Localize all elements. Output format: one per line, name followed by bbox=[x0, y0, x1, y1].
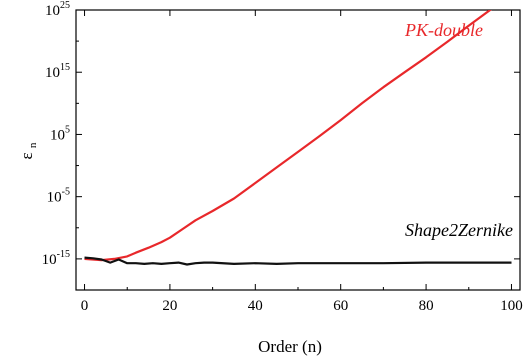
y-tick-label--15: 10-15 bbox=[42, 249, 70, 268]
plot-frame bbox=[75, 9, 521, 291]
y-tick-label-5: 105 bbox=[50, 124, 70, 143]
x-tick-label-60: 60 bbox=[333, 298, 348, 314]
y-tick-label-15: 1015 bbox=[45, 62, 70, 81]
x-tick-label-40: 40 bbox=[248, 298, 263, 314]
series-label-pk-double: PK-double bbox=[404, 20, 483, 40]
y-axis-label-subscript: n bbox=[27, 142, 39, 148]
x-tick-label-20: 20 bbox=[162, 298, 177, 314]
svg-text:ε n: ε n bbox=[17, 142, 39, 159]
x-axis-label: Order (n) bbox=[258, 337, 322, 356]
x-tick-label-0: 0 bbox=[81, 298, 89, 314]
series-line-pk-double bbox=[84, 10, 492, 262]
y-tick-label-25: 1025 bbox=[45, 0, 70, 19]
y-tick-label--5: 10-5 bbox=[47, 187, 70, 206]
y-axis-label-main: ε bbox=[17, 152, 36, 159]
series-line-shape2zernike bbox=[84, 256, 512, 266]
y-axis-label: ε n bbox=[17, 142, 39, 159]
x-tick-label-80: 80 bbox=[419, 298, 434, 314]
x-tick-label-100: 100 bbox=[500, 298, 523, 314]
series-label-shape2zernike: Shape2Zernike bbox=[405, 220, 513, 240]
